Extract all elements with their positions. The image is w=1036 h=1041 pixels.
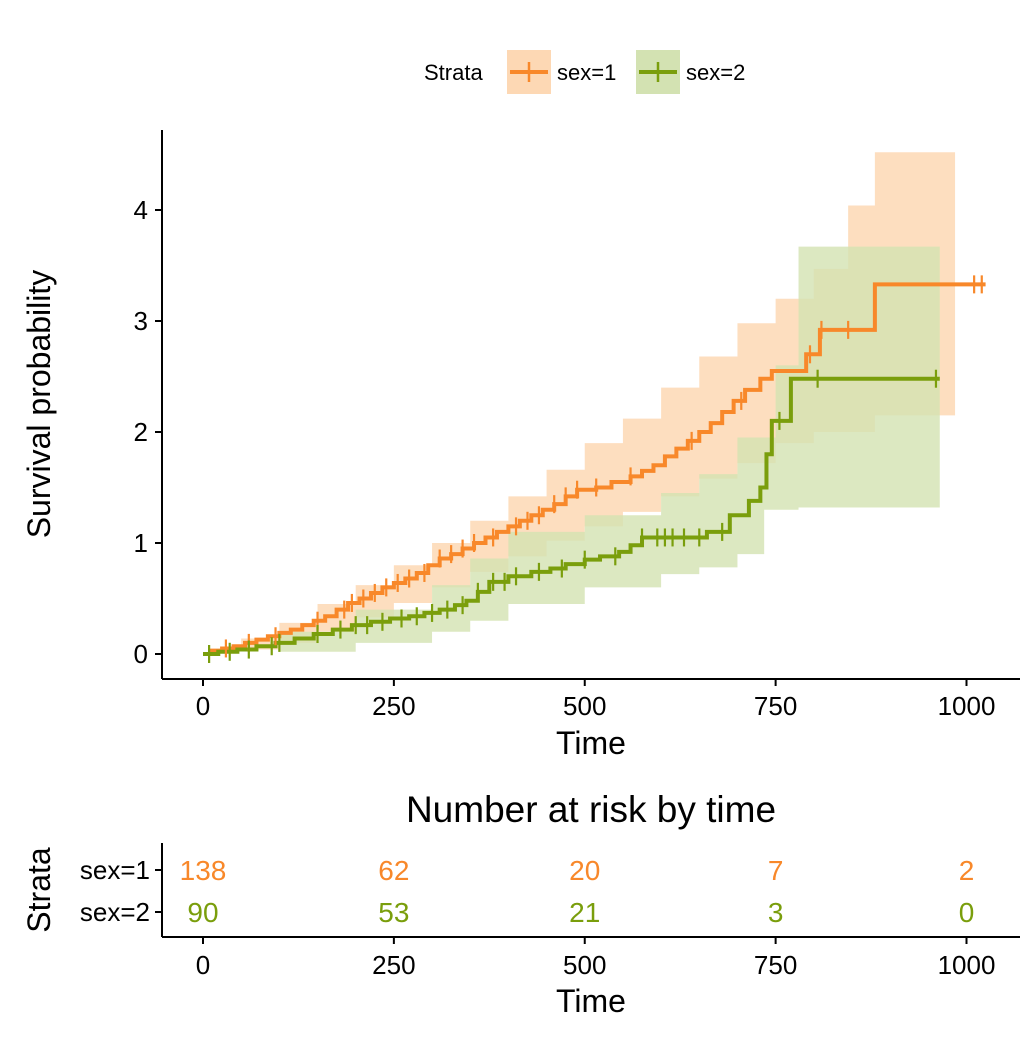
risk-cell-sex1: 7 <box>768 855 784 886</box>
risk-x-axis-ticks: 0 250 500 750 1000 <box>196 937 996 980</box>
risk-cell-sex2: 53 <box>378 897 409 928</box>
x-axis-ticks: 0 250 500 750 1000 <box>196 679 996 721</box>
x-tick-label: 250 <box>372 691 415 721</box>
y-tick-label: 2 <box>134 417 148 447</box>
survival-curve-sex2 <box>203 376 940 656</box>
y-tick-label: 4 <box>134 195 148 225</box>
confidence-band-sex2 <box>203 246 940 654</box>
y-axis-title: Survival probability <box>21 270 57 539</box>
risk-table: Number at risk by time 138 62 20 7 2 90 53 21 3 0… <box>21 789 1020 1019</box>
risk-cell-sex1: 2 <box>959 855 975 886</box>
risk-x-tick-label: 1000 <box>938 950 996 980</box>
risk-cell-sex1: 20 <box>569 855 600 886</box>
survival-curve-sex1 <box>203 282 986 656</box>
risk-row-label-sex2: sex=2 <box>80 897 150 927</box>
legend: Strata sex=1 sex=2 <box>424 50 745 94</box>
legend-label-sex1: sex=1 <box>557 60 616 85</box>
y-tick-label: 1 <box>134 528 148 558</box>
risk-cell-sex2: 3 <box>768 897 784 928</box>
main-plot: 0 250 500 750 1000 0 1 2 3 4 Time Survival proba… <box>21 130 1020 761</box>
risk-x-tick-label: 750 <box>754 950 797 980</box>
risk-x-tick-label: 500 <box>563 950 606 980</box>
risk-cell-sex2: 21 <box>569 897 600 928</box>
x-tick-label: 750 <box>754 691 797 721</box>
x-tick-label: 0 <box>196 691 210 721</box>
x-axis-title: Time <box>556 725 626 761</box>
risk-x-tick-label: 0 <box>196 950 210 980</box>
risk-cell-sex1: 62 <box>378 855 409 886</box>
confidence-bands <box>203 152 956 654</box>
y-tick-label: 3 <box>134 306 148 336</box>
y-axis-ticks: 0 1 2 3 4 <box>134 195 162 669</box>
risk-table-title: Number at risk by time <box>406 789 776 830</box>
risk-x-tick-label: 250 <box>372 950 415 980</box>
x-tick-label: 500 <box>563 691 606 721</box>
legend-label-sex2: sex=2 <box>686 60 745 85</box>
risk-table-row-labels: sex=1 sex=2 <box>80 855 162 927</box>
risk-cell-sex2: 90 <box>187 897 218 928</box>
censor-marks <box>208 275 983 663</box>
legend-title: Strata <box>424 60 483 85</box>
risk-table-cells: 138 62 20 7 2 90 53 21 3 0 <box>180 855 975 928</box>
risk-cell-sex1: 138 <box>180 855 227 886</box>
risk-y-axis-title: Strata <box>21 847 57 933</box>
risk-cell-sex2: 0 <box>959 897 975 928</box>
risk-row-label-sex1: sex=1 <box>80 855 150 885</box>
risk-x-axis-title: Time <box>556 983 626 1019</box>
survival-curves <box>203 282 986 656</box>
x-tick-label: 1000 <box>938 691 996 721</box>
y-tick-label: 0 <box>134 639 148 669</box>
